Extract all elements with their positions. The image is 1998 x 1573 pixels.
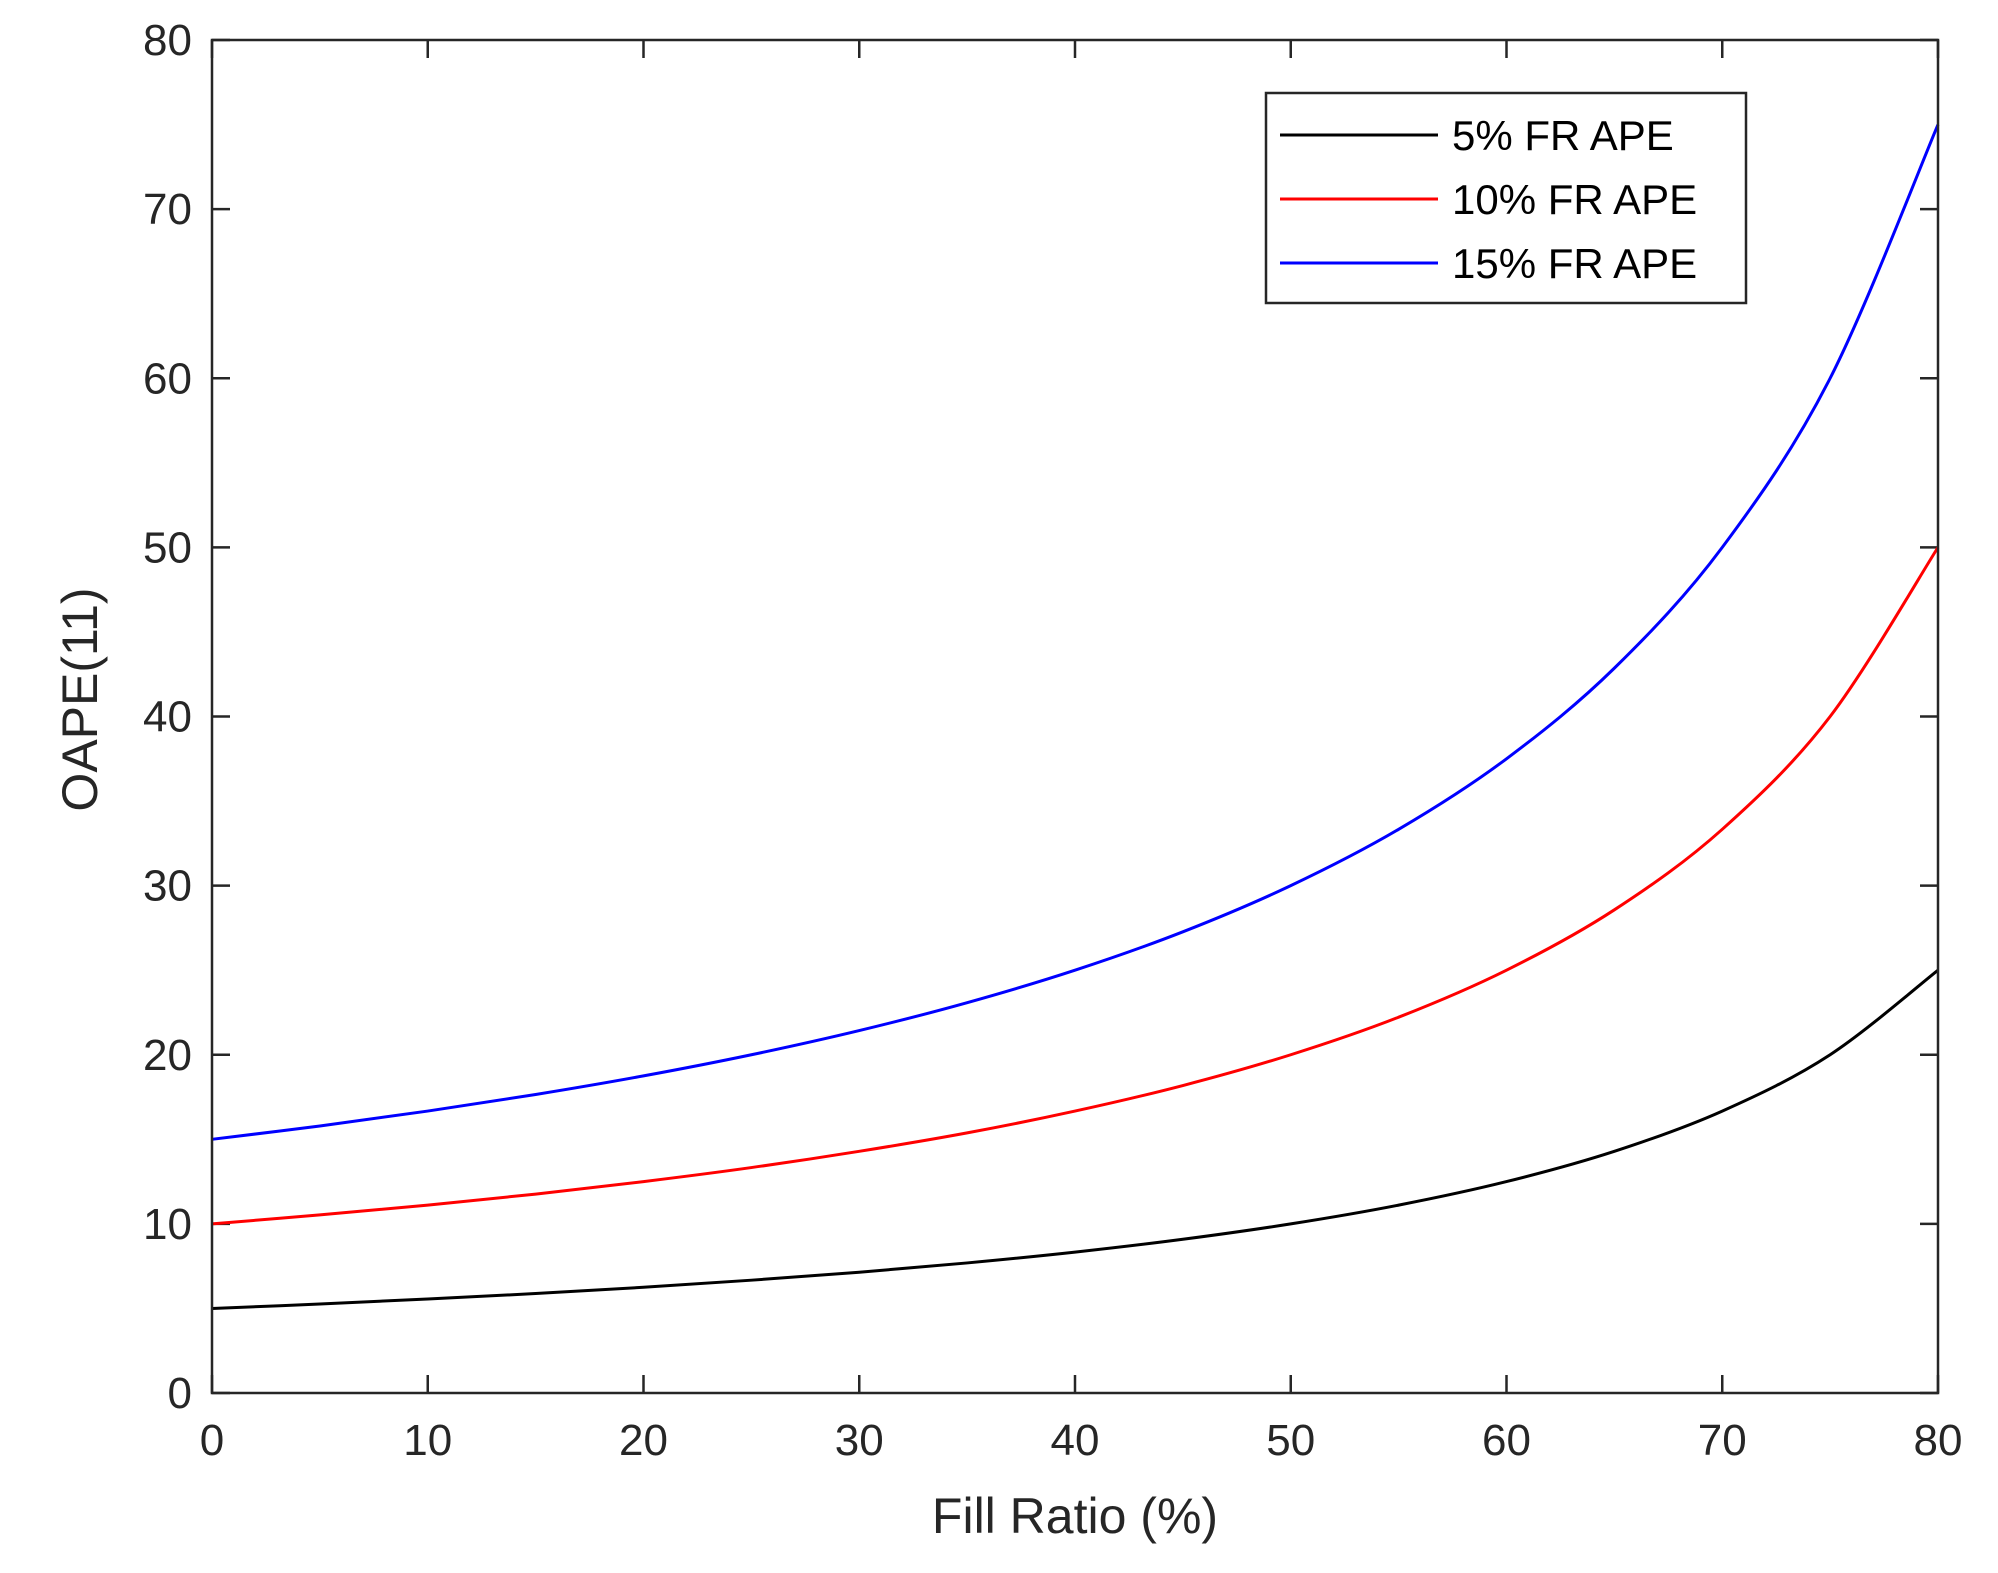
series-layer (211, 123, 1940, 1310)
y-tick-label: 30 (143, 862, 192, 911)
x-tick-label: 30 (835, 1416, 884, 1465)
y-tick-label: 50 (143, 523, 192, 572)
x-tick-label: 40 (1051, 1416, 1100, 1465)
series-line-5pct-fr-ape (211, 969, 1939, 1310)
y-axis-title: OAPE(11) (52, 587, 108, 811)
x-axis-title: Fill Ratio (%) (932, 1488, 1218, 1544)
y-tick-label: 60 (143, 354, 192, 403)
legend-label: 15% FR APE (1452, 240, 1697, 287)
series-line-10pct-fr-ape (211, 546, 1940, 1226)
x-tick-label: 60 (1482, 1416, 1531, 1465)
legend-label: 5% FR APE (1452, 112, 1674, 159)
legend: 5% FR APE 10% FR APE 15% FR APE (1264, 91, 1748, 305)
y-tick-label: 20 (143, 1031, 192, 1080)
y-tick-label: 10 (143, 1200, 192, 1249)
x-tick-label: 10 (403, 1416, 452, 1465)
plot-frame (210, 38, 1940, 1395)
legend-label: 10% FR APE (1452, 176, 1697, 223)
x-tick-label: 70 (1698, 1416, 1747, 1465)
y-tick-label: 40 (143, 693, 192, 742)
x-tick-label: 50 (1266, 1416, 1315, 1465)
y-axis: 0 10 20 30 40 50 60 70 80 (143, 16, 1938, 1418)
x-tick-label: 20 (619, 1416, 668, 1465)
x-tick-label: 0 (200, 1416, 224, 1465)
y-tick-label: 70 (143, 185, 192, 234)
series-line-15pct-fr-ape (211, 123, 1940, 1141)
y-tick-label: 0 (168, 1369, 192, 1418)
x-axis: 0 10 20 30 40 50 60 70 80 (200, 40, 1963, 1465)
x-tick-label: 80 (1914, 1416, 1963, 1465)
y-tick-label: 80 (143, 16, 192, 65)
